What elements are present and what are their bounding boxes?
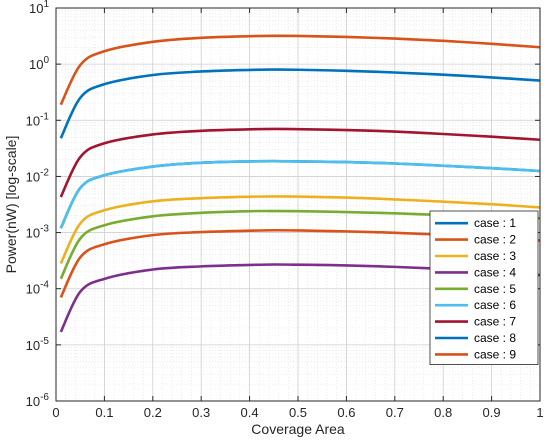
series-line-case-8: [59, 68, 541, 139]
y-tick-label: 10-6: [26, 392, 50, 409]
x-tick-label: 0.9: [483, 405, 501, 420]
legend-label: case : 7: [474, 315, 516, 329]
y-tick-label: 10-2: [26, 167, 50, 184]
series-line-case-3: [59, 195, 541, 265]
series-line-case-6: [59, 159, 541, 229]
x-tick-label: 0.7: [386, 405, 404, 420]
y-tick-label: 10-3: [26, 224, 50, 241]
x-tick-label: 0.1: [95, 405, 113, 420]
x-tick-label: 0: [52, 405, 59, 420]
legend: case : 1 case : 2 case : 3 case : 4 case : 5…: [429, 210, 539, 366]
x-axis-label: Coverage Area: [251, 421, 345, 437]
y-tick-label: 101: [29, 0, 49, 16]
axes: [55, 7, 541, 402]
legend-label: case : 9: [474, 347, 516, 361]
y-tick-label: 10-4: [26, 280, 50, 297]
y-tick-label: 100: [29, 55, 49, 72]
x-tick-label: 0.6: [337, 405, 355, 420]
y-tick-label: 10-5: [26, 336, 50, 353]
legend-label: case : 4: [474, 265, 516, 279]
legend-label: case : 3: [474, 249, 516, 263]
y-axis-label: Power(nW) [log-scale]: [3, 136, 19, 274]
legend-label: case : 2: [474, 233, 516, 247]
x-tick-label: 0.2: [144, 405, 162, 420]
legend-label: case : 8: [474, 331, 516, 345]
x-tick-label: 0.8: [434, 405, 452, 420]
legend-label: case : 6: [474, 298, 516, 312]
legend-label: case : 5: [474, 282, 516, 296]
tick-labels: 0 0.1 0.2 0.3 0.4 0.5 0.6 0.7 0.8 0.9 1 101 100 10-1 1…: [26, 0, 544, 420]
legend-label: case : 1: [474, 216, 516, 230]
series-line-case-7: [59, 127, 541, 198]
x-tick-label: 0.3: [192, 405, 210, 420]
x-tick-label: 0.4: [241, 405, 259, 420]
series-line-case-9: [59, 34, 541, 106]
y-tick-label: 10-1: [26, 111, 50, 128]
x-tick-label: 0.5: [289, 405, 307, 420]
x-tick-label: 1: [536, 405, 543, 420]
